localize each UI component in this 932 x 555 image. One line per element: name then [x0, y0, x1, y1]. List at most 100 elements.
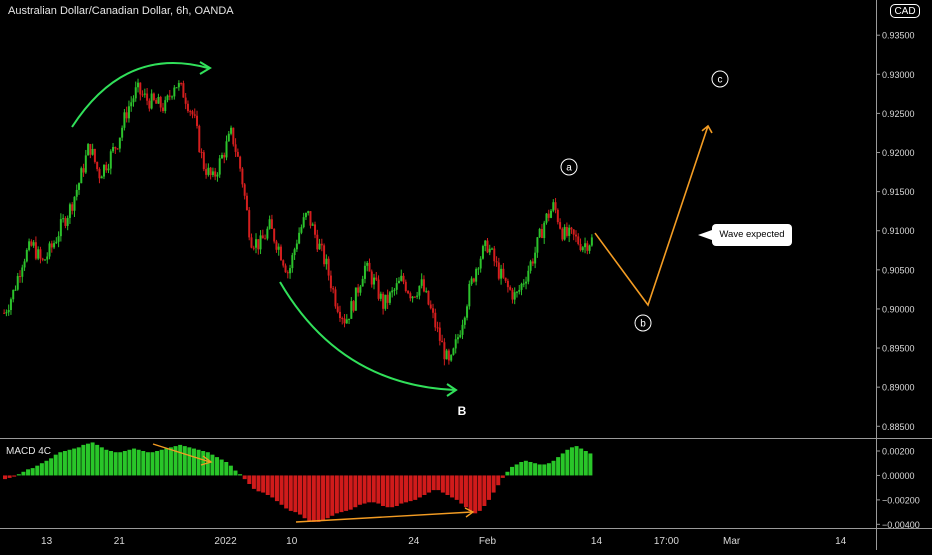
candle-body — [200, 151, 203, 153]
candle-body — [561, 228, 564, 240]
macd-bar — [168, 447, 173, 476]
macd-bar — [261, 475, 266, 493]
candle-body — [220, 154, 223, 159]
candle-body — [198, 125, 201, 152]
candle-body — [62, 218, 65, 220]
candle-body — [343, 318, 346, 324]
wave-label-B: B — [458, 404, 467, 418]
candle-body — [590, 237, 593, 246]
candle-body — [391, 290, 394, 293]
candle-body — [159, 96, 162, 108]
macd-divergence-arrowhead-bottom — [464, 507, 475, 518]
candle-body — [289, 268, 292, 274]
symbol-title: Australian Dollar/Canadian Dollar, 6h, O… — [8, 5, 234, 17]
candle-body — [556, 209, 559, 223]
candle-body — [150, 93, 153, 109]
candle-body — [345, 319, 348, 324]
macd-bar — [417, 475, 422, 498]
macd-bar — [500, 475, 505, 478]
wave-label-a-circle — [560, 158, 578, 176]
candle-body — [363, 265, 366, 279]
macd-bar — [109, 451, 114, 476]
macd-bar — [542, 464, 547, 476]
macd-bar — [496, 475, 501, 486]
macd-bar — [173, 446, 178, 476]
candle-body — [488, 248, 491, 253]
candle-body — [43, 259, 46, 261]
candle-body — [509, 287, 512, 290]
macd-divergence-arrowhead-top — [200, 455, 213, 466]
macd-bar — [546, 463, 551, 476]
wave-label-a: a — [566, 163, 572, 174]
macd-bar — [113, 452, 118, 476]
candle-body — [216, 174, 219, 177]
candle-body — [366, 262, 369, 266]
price-tick-label: 0.90500 — [882, 265, 915, 275]
candle-body — [475, 269, 478, 282]
candle-body — [55, 241, 58, 244]
candle-body — [518, 289, 521, 292]
candle-body — [572, 229, 575, 235]
price-tick-label: 0.91500 — [882, 187, 915, 197]
candle-body — [259, 235, 262, 250]
candle-body — [304, 213, 307, 218]
candle-body — [411, 296, 414, 299]
candle-body — [443, 342, 446, 360]
macd-bar — [450, 475, 455, 498]
candle-body — [9, 299, 12, 310]
macd-bar — [560, 453, 565, 476]
time-tick-label: 21 — [114, 536, 126, 547]
candle-body — [261, 235, 264, 239]
candle-body — [66, 217, 69, 226]
candle-body — [506, 280, 509, 288]
macd-bar — [95, 444, 100, 476]
candle-body — [323, 245, 326, 265]
time-tick-label: 2022 — [214, 536, 237, 547]
candle-body — [50, 243, 53, 248]
macd-bar — [463, 475, 468, 508]
macd-bar — [528, 462, 533, 476]
candle-body — [420, 279, 423, 286]
candle-body — [491, 248, 494, 250]
candle-body — [275, 241, 278, 250]
macd-bar — [491, 475, 496, 493]
candle-body — [53, 243, 56, 248]
candle-body — [180, 83, 183, 85]
candle-body — [298, 232, 301, 244]
macd-bar — [210, 454, 215, 476]
decline-arc-arrowhead — [446, 383, 458, 397]
candle-body — [334, 289, 337, 307]
candle-body — [109, 151, 112, 169]
candle-body — [39, 249, 42, 259]
macd-bar — [523, 460, 528, 476]
time-tick-label: 24 — [408, 536, 420, 547]
candle-body — [361, 278, 364, 287]
candle-body — [30, 241, 33, 246]
candle-body — [388, 292, 391, 303]
candle-body — [373, 277, 376, 285]
candle-body — [264, 238, 267, 240]
macd-bar — [72, 448, 77, 476]
macd-bar — [279, 475, 284, 505]
candle-body — [338, 311, 341, 319]
macd-bar — [468, 475, 473, 511]
candle-body — [223, 154, 226, 158]
candle-body — [123, 112, 126, 128]
macd-bar — [404, 475, 409, 503]
macd-bar — [505, 471, 510, 476]
candle-body — [565, 227, 568, 236]
macd-bar — [201, 451, 206, 476]
candle-body — [393, 289, 396, 291]
candle-body — [202, 152, 205, 170]
candle-body — [418, 285, 421, 296]
candle-body — [314, 224, 317, 235]
macd-bar — [76, 447, 81, 476]
macd-bar — [362, 475, 367, 504]
macd-bar — [265, 475, 270, 495]
macd-bar — [473, 475, 478, 514]
candle-body — [7, 309, 10, 313]
candle-body — [28, 241, 31, 250]
candle-body — [71, 204, 74, 211]
currency-dropdown[interactable]: CAD — [890, 4, 920, 18]
